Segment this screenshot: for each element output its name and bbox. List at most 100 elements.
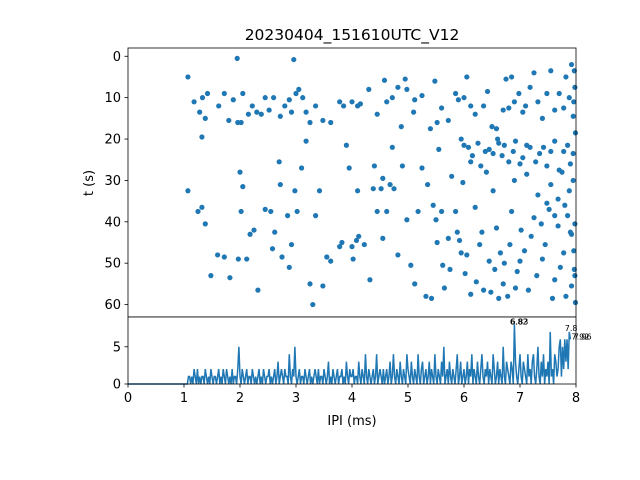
- raster-point: [419, 165, 425, 171]
- raster-point: [439, 105, 445, 111]
- raster-point: [235, 256, 241, 262]
- raster-point: [285, 213, 291, 219]
- raster-point: [387, 181, 393, 188]
- raster-point: [458, 136, 464, 142]
- raster-point: [514, 268, 520, 275]
- raster-point: [454, 229, 460, 235]
- raster-point: [313, 213, 319, 219]
- histogram-y-ticks: 05: [113, 340, 128, 393]
- raster-point: [552, 107, 558, 113]
- histogram-x-tick-label: 5: [404, 391, 412, 406]
- raster-point: [516, 90, 522, 97]
- histogram-x-ticks: 0 1 2 3 4 5 6 7 8: [124, 384, 580, 406]
- raster-point: [563, 293, 569, 299]
- raster-point: [434, 239, 440, 246]
- raster-point: [512, 285, 519, 291]
- raster-point: [356, 233, 362, 239]
- raster-y-ticks: 0 10 20 30 40 50 60: [104, 50, 128, 313]
- raster-point: [185, 188, 191, 194]
- raster-point: [395, 84, 401, 90]
- raster-point: [521, 248, 528, 254]
- raster-point: [277, 181, 283, 188]
- peak-label: 7.8: [565, 324, 578, 333]
- raster-point: [552, 277, 558, 283]
- raster-point: [328, 258, 334, 264]
- raster-point: [262, 95, 268, 101]
- raster-point: [568, 283, 575, 289]
- raster-y-tick-label: 50: [104, 257, 121, 272]
- raster-point: [384, 99, 390, 105]
- raster-point: [511, 99, 517, 105]
- raster-point: [566, 95, 572, 101]
- raster-point: [469, 153, 475, 159]
- raster-point: [320, 117, 326, 124]
- raster-point: [204, 90, 211, 97]
- raster-point: [506, 105, 512, 111]
- raster-y-tick-label: 10: [104, 91, 121, 106]
- raster-point: [465, 144, 472, 150]
- raster-point: [512, 138, 519, 144]
- raster-point: [493, 225, 500, 231]
- raster-point: [486, 258, 492, 264]
- raster-point: [535, 99, 541, 105]
- raster-point: [389, 144, 395, 150]
- raster-point: [539, 256, 546, 262]
- raster-point: [505, 293, 511, 299]
- raster-point: [458, 250, 464, 256]
- raster-point: [482, 148, 488, 155]
- raster-point: [313, 103, 319, 109]
- raster-point: [355, 188, 361, 194]
- peak-labels: 6.826.83 7.87.927.96: [510, 317, 592, 341]
- raster-point: [567, 161, 574, 167]
- raster-point: [433, 217, 439, 223]
- raster-point: [293, 90, 299, 97]
- raster-point: [324, 254, 330, 260]
- raster-point: [404, 86, 410, 92]
- raster-point: [380, 175, 386, 181]
- raster-point: [481, 287, 487, 293]
- raster-point: [226, 117, 232, 124]
- raster-point: [199, 134, 205, 140]
- raster-point: [563, 74, 569, 80]
- raster-point: [537, 150, 543, 157]
- raster-point: [436, 146, 442, 152]
- raster-point: [316, 188, 323, 194]
- raster-point: [216, 103, 222, 109]
- raster-point: [374, 208, 380, 215]
- raster-point: [490, 150, 496, 157]
- raster-point: [500, 281, 506, 287]
- raster-point: [366, 86, 372, 92]
- raster-point: [361, 241, 367, 248]
- raster-point: [249, 103, 255, 109]
- raster-point: [277, 113, 283, 119]
- raster-point: [447, 266, 453, 273]
- raster-point: [572, 221, 578, 227]
- raster-point: [341, 103, 347, 109]
- raster-point: [501, 142, 507, 148]
- raster-point: [572, 299, 579, 306]
- raster-point: [489, 124, 495, 130]
- histogram-x-tick-label: 1: [180, 391, 188, 406]
- raster-point: [490, 188, 496, 194]
- raster-panel: 0 10 20 30 40 50 60 t (s): [82, 47, 579, 318]
- raster-point: [565, 213, 571, 219]
- raster-point: [346, 165, 352, 171]
- peak-label: 6.83: [510, 317, 528, 326]
- raster-point: [227, 275, 233, 281]
- raster-point: [544, 163, 550, 169]
- raster-point: [492, 266, 498, 273]
- raster-point: [559, 169, 565, 175]
- raster-point: [496, 295, 502, 301]
- raster-point: [244, 256, 250, 262]
- raster-point: [286, 97, 292, 103]
- raster-point: [425, 181, 431, 188]
- raster-point: [389, 95, 395, 101]
- raster-point: [552, 138, 558, 144]
- raster-point: [353, 237, 360, 244]
- raster-point: [339, 239, 345, 246]
- raster-point: [432, 78, 438, 84]
- raster-point: [310, 301, 316, 308]
- raster-point: [566, 188, 572, 194]
- raster-point: [533, 159, 539, 165]
- raster-point: [570, 150, 576, 157]
